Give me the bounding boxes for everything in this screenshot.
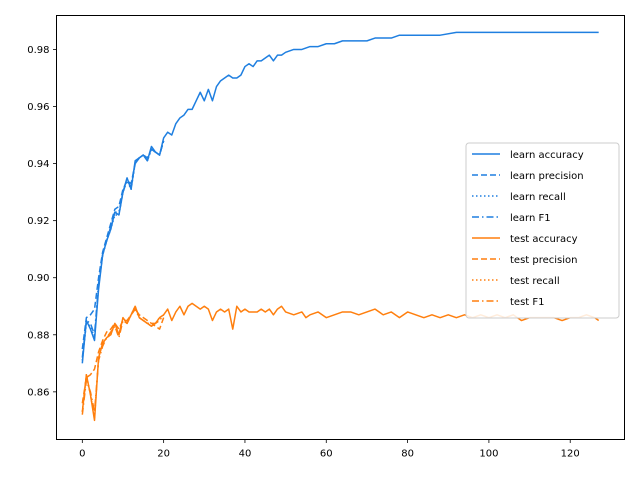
x-tick-label: 0 [79,449,85,460]
legend-label: learn accuracy [510,150,584,161]
plot-frame [56,15,625,440]
y-axis: 0.86 0.88 0.90 0.92 0.94 0.96 0.98 [27,45,57,398]
y-tick-label: 0.98 [27,45,49,56]
legend-label: test F1 [510,297,545,308]
series-line-learn-precision [81,140,165,350]
x-tick-label: 80 [401,449,414,460]
y-tick-label: 0.92 [27,216,49,227]
y-tick-label: 0.86 [27,387,49,398]
series-line-test-recall [81,305,165,419]
y-tick-label: 0.90 [27,273,49,284]
y-tick-label: 0.94 [27,159,49,170]
y-tick-label: 0.96 [27,102,49,113]
x-tick-label: 120 [561,449,580,460]
x-tick-label: 20 [157,449,170,460]
legend: learn accuracy learn precision learn recal… [465,142,620,319]
x-tick-label: 100 [479,449,498,460]
legend-label: learn recall [510,192,566,203]
series-line-learn-recall [81,140,165,361]
legend-label: test recall [510,276,560,287]
x-axis: 0 20 40 60 80 100 120 [79,439,580,460]
x-tick-label: 40 [239,449,252,460]
y-tick-label: 0.88 [27,330,49,341]
legend-label: test precision [510,255,578,266]
series-line-learn-f1 [81,140,165,358]
legend-label: test accuracy [510,234,578,245]
x-tick-label: 60 [320,449,333,460]
legend-box [465,142,620,319]
legend-label: learn F1 [510,213,551,224]
legend-label: learn precision [510,171,584,182]
